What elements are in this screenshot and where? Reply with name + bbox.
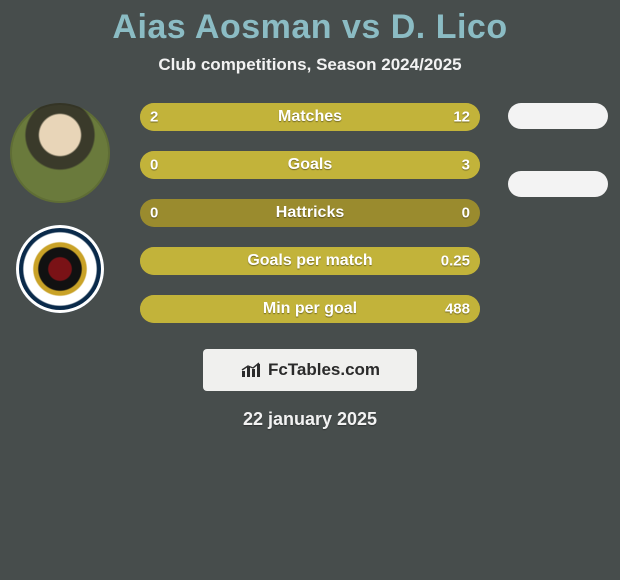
stat-bar: 0 Goals 3 [140, 151, 480, 179]
fill-left [140, 103, 188, 131]
stat-value-right: 488 [445, 301, 470, 318]
date-text: 22 january 2025 [0, 409, 620, 430]
stat-label: Goals per match [247, 252, 372, 270]
stat-label: Matches [278, 108, 342, 126]
page-title: Aias Aosman vs D. Lico [0, 0, 620, 47]
stat-bar: Min per goal 488 [140, 295, 480, 323]
left-player-column [10, 103, 110, 313]
chart-icon [240, 361, 262, 379]
club-badge [16, 225, 104, 313]
stat-label: Goals [288, 156, 332, 174]
stat-value-left: 2 [150, 109, 158, 126]
placeholder-pill [508, 103, 608, 129]
stat-bars: 2 Matches 12 0 Goals 3 0 Hattricks 0 Goals per ma… [140, 103, 480, 323]
stat-bar: 2 Matches 12 [140, 103, 480, 131]
stat-value-right: 12 [453, 109, 470, 126]
placeholder-pill [508, 171, 608, 197]
stat-label: Min per goal [263, 300, 357, 318]
content-area: 2 Matches 12 0 Goals 3 0 Hattricks 0 Goals per ma… [0, 103, 620, 430]
player-avatar [10, 103, 110, 203]
stat-value-right: 3 [462, 157, 470, 174]
stat-bar: 0 Hattricks 0 [140, 199, 480, 227]
branding-text: FcTables.com [268, 360, 380, 380]
stat-value-right: 0 [462, 205, 470, 222]
stat-bar: Goals per match 0.25 [140, 247, 480, 275]
stat-label: Hattricks [276, 204, 344, 222]
stat-value-left: 0 [150, 205, 158, 222]
subtitle: Club competitions, Season 2024/2025 [0, 55, 620, 75]
stat-value-left: 0 [150, 157, 158, 174]
comparison-card: Aias Aosman vs D. Lico Club competitions… [0, 0, 620, 580]
stat-value-right: 0.25 [441, 253, 470, 270]
branding-badge: FcTables.com [203, 349, 417, 391]
right-player-column [508, 103, 608, 197]
